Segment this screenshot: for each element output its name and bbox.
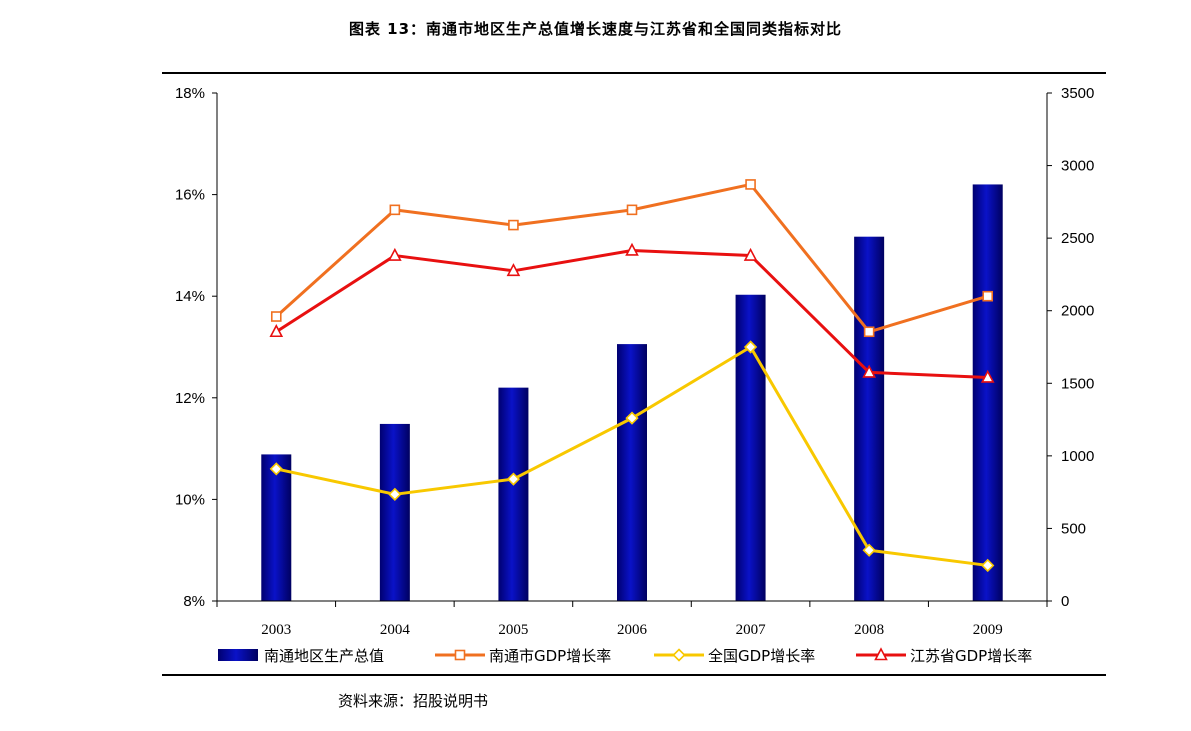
point-square-2005 [508,219,519,231]
left-tick-label: 10% [175,491,205,508]
legend-label: 江苏省GDP增长率 [910,647,1032,665]
point-square-2008 [863,326,875,338]
legend-marker-diamond [672,648,686,662]
right-tick-label: 500 [1061,520,1086,537]
left-tick-label: 18% [175,85,205,102]
right-tick-label: 2000 [1061,303,1094,320]
point-square-2006 [626,204,638,216]
legend-marker-triangle [874,647,888,661]
legend: 南通地区生产总值 南通市GDP增长率 全国GDP增长率 江苏省GDP增长率 [218,647,1032,665]
bar-2003 [261,454,292,601]
point-triangle-2004 [388,247,402,261]
point-diamond-2006 [625,411,639,425]
right-tick-label: 3000 [1061,158,1094,175]
right-tick-label: 1500 [1061,375,1094,392]
x-tick-label: 2004 [380,622,411,638]
right-tick-label: 1000 [1061,448,1094,465]
point-triangle-2007 [743,247,758,261]
point-diamond-2005 [506,472,521,486]
line-series [269,179,995,573]
bar-2008 [854,236,885,602]
point-diamond-2004 [388,487,402,501]
x-tick-label: 2005 [498,622,528,638]
legend-label: 南通市GDP增长率 [489,647,611,665]
bar-2006 [617,344,647,601]
right-tick-label: 3500 [1061,85,1094,102]
x-tick-label: 2006 [617,622,648,638]
point-triangle-2003 [269,324,284,338]
left-tick-label: 16% [175,187,205,204]
legend-swatch-bar [218,649,258,661]
bar-2004 [379,423,410,601]
bar-2009 [972,184,1003,601]
point-square-2009 [982,290,994,302]
point-square-2004 [389,204,401,216]
point-square-2007 [745,179,756,190]
left-tick-label: 8% [183,593,205,610]
x-tick-label: 2009 [973,622,1003,638]
point-triangle-2009 [980,369,995,383]
left-tick-label: 12% [175,390,205,407]
legend-label: 南通地区生产总值 [264,647,384,665]
point-square-2003 [270,311,282,322]
point-diamond-2008 [862,543,876,557]
axes: 8% 10% 12% 14% 16% 18% 0 500 1000 1500 2000 2500 300… [175,85,1094,638]
point-diamond-2007 [743,340,758,354]
bar-series [261,184,1003,602]
legend-marker-square [454,649,466,661]
bar-2005 [498,387,529,601]
point-triangle-2006 [625,242,639,256]
point-diamond-2009 [981,558,995,573]
point-diamond-2003 [269,462,283,476]
point-triangle-2008 [862,364,876,378]
legend-label: 全国GDP增长率 [708,647,815,665]
right-tick-label: 2500 [1061,230,1094,247]
x-tick-label: 2007 [736,622,767,638]
left-tick-label: 14% [175,288,205,305]
right-tick-label: 0 [1061,593,1069,610]
point-triangle-2005 [506,263,521,277]
source-note: 资料来源：招股说明书 [338,692,489,710]
x-tick-label: 2008 [854,622,884,638]
x-tick-label: 2003 [261,622,291,638]
chart-title: 图表 13：南通市地区生产总值增长速度与江苏省和全国同类指标对比 [348,20,843,38]
